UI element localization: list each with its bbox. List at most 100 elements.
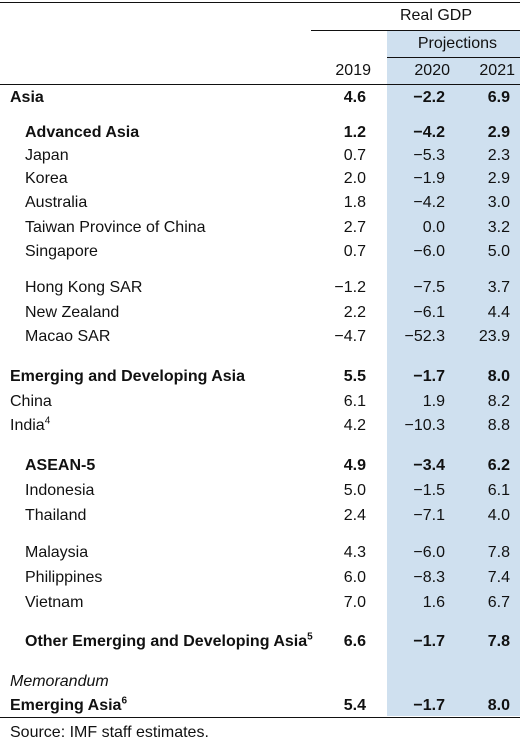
cell-2019: 4.6 (343, 89, 366, 106)
cell-2021: 5.0 (487, 243, 510, 260)
cell-2020: −1.5 (413, 482, 445, 499)
cell-2020: −1.7 (413, 697, 445, 714)
footnote-marker: 5 (307, 631, 313, 643)
cell-2020: −1.7 (413, 368, 445, 385)
table-row-malaysia: Malaysia 4.3 −6.0 7.8 (25, 541, 525, 565)
cell-2019: 2.0 (343, 170, 366, 187)
real-gdp-underline (311, 30, 520, 31)
cell-2019: 6.0 (343, 569, 366, 586)
cell-2020: −1.9 (413, 170, 445, 187)
table-row-philippines: Philippines 6.0 −8.3 7.4 (25, 566, 525, 590)
cell-2020: −6.1 (413, 304, 445, 321)
cell-2019: 0.7 (343, 147, 366, 164)
row-label: Other Emerging and Developing Asia5 (25, 630, 313, 654)
year-2019-header: 2019 (335, 62, 371, 79)
cell-2020: −7.1 (413, 507, 445, 524)
projections-band (387, 30, 520, 716)
cell-2020: 1.9 (422, 393, 445, 410)
table-row-vietnam: Vietnam 7.0 1.6 6.7 (25, 591, 525, 615)
cell-2021: 7.4 (487, 569, 510, 586)
cell-2021: 2.3 (487, 147, 510, 164)
cell-2019: 4.2 (343, 417, 366, 434)
cell-2021: 8.0 (487, 697, 510, 714)
table-row-emerging-asia: Emerging Asia6 5.4 −1.7 8.0 (10, 694, 525, 718)
cell-2020: −4.2 (413, 194, 445, 211)
table-row-other-emerging-asia: Other Emerging and Developing Asia5 6.6 … (25, 630, 525, 654)
row-label-text: India (10, 417, 45, 434)
table-row-indonesia: Indonesia 5.0 −1.5 6.1 (25, 479, 525, 503)
year-2020-header: 2020 (414, 62, 450, 79)
cell-2021: 23.9 (478, 328, 510, 345)
row-label: Macao SAR (25, 328, 111, 345)
cell-2019: −4.7 (334, 328, 366, 345)
cell-2020: −3.4 (413, 457, 445, 474)
cell-2021: 6.9 (487, 89, 510, 106)
cell-2021: 2.9 (487, 170, 510, 187)
row-label: Thailand (25, 507, 87, 524)
table-row-australia: Australia 1.8 −4.2 3.0 (25, 191, 525, 215)
row-label: Vietnam (25, 594, 84, 611)
table-row-taiwan: Taiwan Province of China 2.7 0.0 3.2 (25, 216, 525, 240)
table-row-korea: Korea 2.0 −1.9 2.9 (25, 167, 525, 191)
cell-2019: 2.2 (343, 304, 366, 321)
cell-2020: −1.7 (413, 633, 445, 650)
table-row-india: India4 4.2 −10.3 8.8 (10, 414, 525, 438)
table-row-asia: Asia 4.6 −2.2 6.9 (10, 86, 525, 110)
year-2021-header: 2021 (479, 62, 515, 79)
footnote-marker: 6 (121, 695, 127, 707)
cell-2021: 3.2 (487, 219, 510, 236)
projections-underline (387, 57, 520, 58)
row-label: Emerging Asia6 (10, 694, 127, 718)
cell-2021: 6.1 (487, 482, 510, 499)
cell-2019: 5.0 (343, 482, 366, 499)
row-label: Emerging and Developing Asia (10, 368, 246, 385)
row-label: Japan (25, 147, 69, 164)
cell-2019: 1.8 (343, 194, 366, 211)
table-row-macao: Macao SAR −4.7 −52.3 23.9 (25, 325, 525, 349)
cell-2019: 4.3 (343, 544, 366, 561)
cell-2020: −5.3 (413, 147, 445, 164)
row-label-text: Other Emerging and Developing Asia (25, 633, 308, 650)
row-label: Indonesia (25, 482, 95, 499)
memorandum-row: Memorandum (10, 670, 525, 694)
cell-2021: 8.8 (487, 417, 510, 434)
table-row-advanced-asia: Advanced Asia 1.2 −4.2 2.9 (25, 121, 525, 145)
memorandum-label: Memorandum (10, 673, 109, 690)
cell-2020: −2.2 (413, 89, 445, 106)
cell-2021: 3.7 (487, 279, 510, 296)
top-rule (0, 2, 520, 3)
table-row-china: China 6.1 1.9 8.2 (10, 390, 525, 414)
cell-2021: 6.2 (487, 457, 510, 474)
cell-2020: 0.0 (422, 219, 445, 236)
row-label: New Zealand (25, 304, 120, 321)
cell-2020: −6.0 (413, 243, 445, 260)
cell-2021: 4.0 (487, 507, 510, 524)
cell-2019: −1.2 (334, 279, 366, 296)
cell-2021: 2.9 (487, 124, 510, 141)
cell-2019: 5.5 (343, 368, 366, 385)
cell-2019: 5.4 (343, 697, 366, 714)
row-label-text: Emerging Asia (10, 697, 122, 714)
table-row-singapore: Singapore 0.7 −6.0 5.0 (25, 240, 525, 264)
row-label: Philippines (25, 569, 103, 586)
cell-2019: 0.7 (343, 243, 366, 260)
cell-2019: 4.9 (343, 457, 366, 474)
row-label: Singapore (25, 243, 98, 260)
table-row-asean-5: ASEAN-5 4.9 −3.4 6.2 (25, 454, 525, 478)
cell-2020: −10.3 (404, 417, 445, 434)
row-label: Hong Kong SAR (25, 279, 143, 296)
cell-2019: 2.7 (343, 219, 366, 236)
row-label: Australia (25, 194, 88, 211)
row-label: Advanced Asia (25, 124, 140, 141)
cell-2021: 7.8 (487, 544, 510, 561)
row-label: Asia (10, 89, 44, 106)
cell-2021: 6.7 (487, 594, 510, 611)
cell-2021: 7.8 (487, 633, 510, 650)
cell-2019: 1.2 (343, 124, 366, 141)
table-row-new-zealand: New Zealand 2.2 −6.1 4.4 (25, 301, 525, 325)
row-label: Malaysia (25, 544, 89, 561)
table-row-japan: Japan 0.7 −5.3 2.3 (25, 144, 525, 168)
row-label: Taiwan Province of China (25, 219, 206, 236)
cell-2020: −7.5 (413, 279, 445, 296)
footnote-marker: 4 (44, 415, 51, 427)
